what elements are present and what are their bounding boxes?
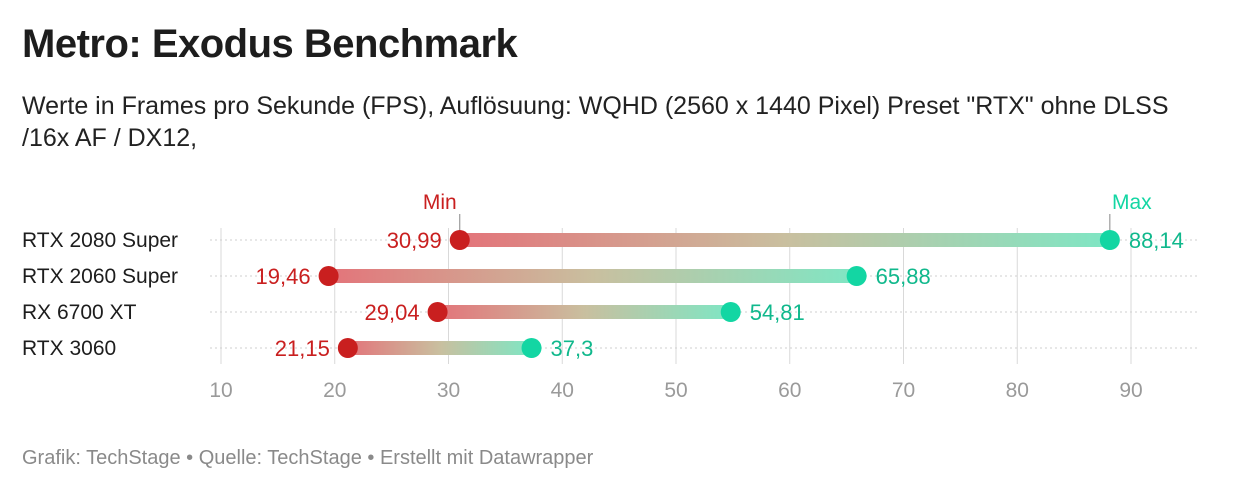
min-dot (318, 266, 339, 286)
max-dot (846, 266, 867, 286)
range-bar (437, 305, 731, 319)
x-tick-label: 30 (437, 379, 460, 402)
x-tick-label: 20 (323, 379, 346, 402)
legend-min-label: Min (423, 191, 457, 214)
x-tick-label: 90 (1119, 379, 1142, 402)
x-tick-label: 60 (778, 379, 801, 402)
category-label: RTX 2080 Super (22, 229, 178, 252)
min-value-label: 30,99 (387, 228, 442, 253)
footer: Grafik: TechStage • Quelle: TechStage • … (22, 447, 593, 470)
footer-separator: • (180, 447, 199, 469)
max-value-label: 65,88 (876, 264, 931, 289)
footer-grafik: Grafik: TechStage (22, 447, 181, 469)
range-bar (328, 269, 857, 283)
max-value-label: 37,3 (551, 336, 594, 361)
max-value-label: 54,81 (750, 300, 805, 325)
footer-separator: • (361, 447, 380, 469)
x-tick-label: 40 (551, 379, 574, 402)
x-tick-label: 50 (664, 379, 687, 402)
min-value-label: 29,04 (365, 300, 420, 325)
min-value-label: 21,15 (275, 336, 330, 361)
x-tick-label: 80 (1006, 379, 1029, 402)
chart-title: Metro: Exodus Benchmark (22, 22, 518, 66)
category-label: RTX 3060 (22, 337, 116, 360)
category-label: RX 6700 XT (22, 301, 137, 324)
legend-max-label: Max (1112, 191, 1152, 214)
max-value-label: 88,14 (1129, 228, 1184, 253)
legend: Min Max (423, 191, 1152, 232)
value-labels: 30,99 88,14 19,46 65,88 29,04 54,81 21,15 37,3 (256, 228, 1184, 361)
category-label: RTX 2060 Super (22, 265, 178, 288)
max-dot (521, 338, 542, 358)
grid-lines (220, 228, 1132, 364)
min-value-label: 19,46 (256, 264, 311, 289)
min-dot (337, 338, 358, 358)
max-dot (1099, 230, 1120, 250)
range-bars (318, 230, 1120, 358)
row-guide-lines (210, 239, 1198, 349)
footer-quelle: Quelle: TechStage (198, 447, 362, 469)
min-dot (449, 230, 470, 250)
max-dot (720, 302, 741, 322)
x-tick-label: 10 (209, 379, 232, 402)
range-dot-chart: Min Max 30,99 88,14 19,46 65,88 29,04 54,81 21,… (22, 191, 1198, 402)
range-bar (459, 233, 1110, 247)
x-tick-label: 70 (892, 379, 915, 402)
category-labels: RTX 2080 Super RTX 2060 Super RX 6700 XT RT… (22, 229, 178, 360)
range-bar (347, 341, 532, 355)
x-axis-tick-labels: 10 20 30 40 50 60 70 80 90 (209, 379, 1142, 402)
chart-subtitle: Werte in Frames pro Sekunde (FPS), Auflö… (22, 92, 1169, 152)
footer-erstellt: Erstellt mit Datawrapper (379, 447, 594, 469)
min-dot (427, 302, 448, 322)
